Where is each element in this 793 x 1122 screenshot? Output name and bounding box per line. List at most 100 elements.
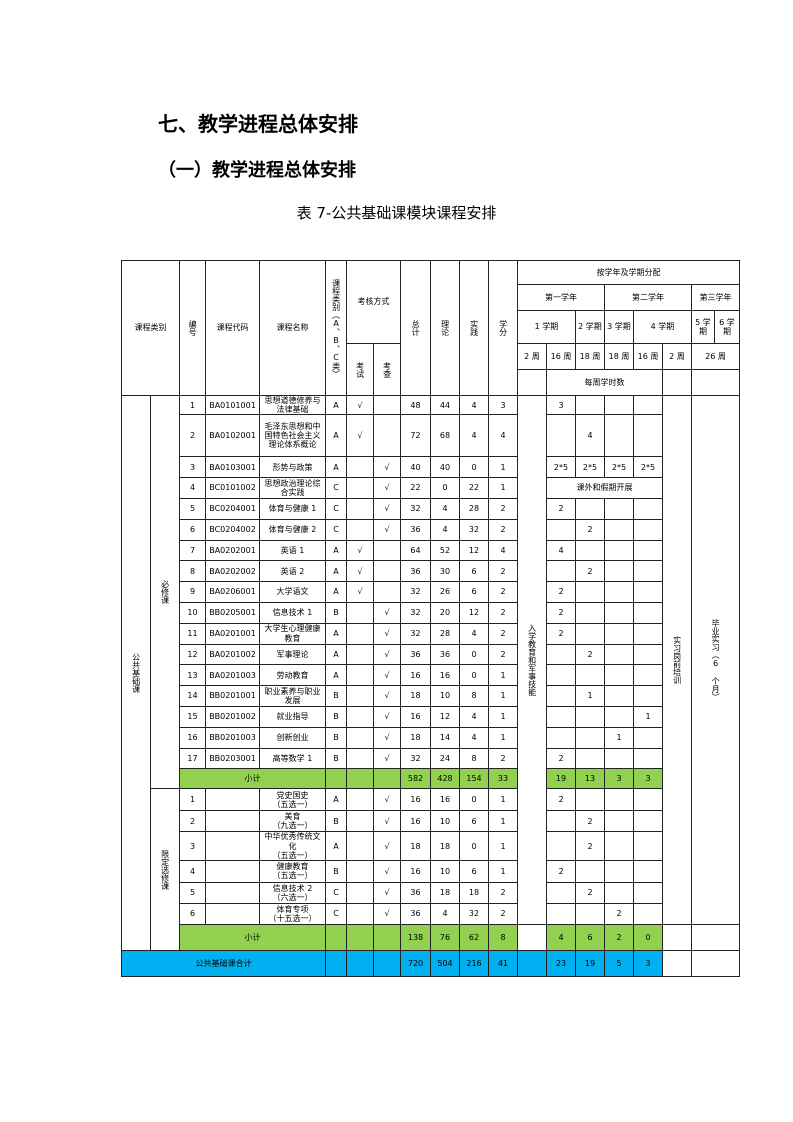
header-weeks: 2 周 [662, 343, 692, 370]
header-no: 编号 [179, 260, 206, 396]
course-credit: 2 [488, 881, 518, 904]
table-row: 3 中华优秀传统文化 （五选一） A √ 18 18 0 1 2 [122, 831, 740, 861]
header-weeks: 18 周 [575, 343, 605, 370]
weekly-hours [633, 643, 663, 666]
empty-cell [346, 949, 374, 977]
course-code [205, 810, 260, 833]
course-name: 毛泽东思想和中国特色社会主义理论体系概论 [259, 414, 326, 458]
course-practice: 0 [459, 664, 489, 687]
course-total: 32 [400, 497, 431, 520]
check-mark: √ [373, 664, 401, 687]
grand-total-label: 公共基础课合计 [121, 949, 326, 977]
course-type: A [325, 788, 347, 812]
course-total: 64 [400, 539, 431, 562]
course-theory: 14 [430, 726, 460, 749]
weekly-hours [575, 539, 605, 562]
header-weeks: 16 周 [633, 343, 663, 370]
course-no: 3 [179, 456, 206, 479]
course-no: 7 [179, 539, 206, 562]
header-total: 总计 [400, 260, 431, 396]
course-theory: 26 [430, 581, 460, 603]
course-practice: 4 [459, 726, 489, 749]
empty-cell [517, 923, 547, 951]
weekly-hours [604, 705, 634, 728]
header-year1: 第一学年 [517, 284, 605, 311]
check-mark [373, 539, 401, 562]
course-theory: 40 [430, 456, 460, 479]
course-total: 36 [400, 560, 431, 583]
course-type: A [325, 622, 347, 645]
weekly-hours [604, 810, 634, 833]
exam-mark: √ [346, 581, 374, 603]
table-row: 6 BC0204002 体育与健康 2 C √ 36 4 32 2 2 [122, 518, 740, 541]
weekly-hours [604, 601, 634, 624]
subtotal-weekly-hours: 4 [546, 923, 576, 951]
table-row: 17 BB0203001 高等数学 1 B √ 32 24 8 2 2 [122, 747, 740, 770]
table-row: 4 BC0101002 思想政治理论综合实践 C √ 22 0 22 1 课外和假期开展 [122, 477, 740, 499]
table-row: 公共基础课 必修课 1 BA0101001 思想道德修养与法律基础 A √ 48 44 4 3 入学教… [121, 394, 740, 951]
table-row: 公共基础课合计 720 504 216 41 23 19 5 3 [121, 949, 740, 977]
header-exam-text: 考试 [355, 361, 365, 378]
course-practice: 28 [459, 497, 489, 520]
course-credit: 2 [488, 518, 518, 541]
check-mark: √ [373, 902, 401, 925]
header-weeks: 2 周 [517, 343, 547, 370]
course-total: 72 [400, 414, 431, 458]
course-practice: 0 [459, 788, 489, 812]
table-row: 4 健康教育 （五选一） B √ 16 10 6 1 2 [122, 859, 740, 883]
empty-cell [662, 949, 692, 977]
course-code: BA0101001 [205, 394, 260, 416]
course-practice: 6 [459, 560, 489, 583]
weekly-hours: 2 [546, 859, 576, 883]
table-row: 12 BA0201002 军事理论 A √ 36 36 0 2 2 [122, 643, 740, 666]
course-total: 32 [400, 581, 431, 603]
table-row: 5 BC0204001 体育与健康 1 C √ 32 4 28 2 2 [122, 497, 740, 520]
course-code: BA0103001 [205, 456, 260, 479]
course-credit: 3 [488, 394, 518, 416]
subtotal-weekly-hours: 3 [633, 768, 663, 790]
empty-cell [346, 768, 374, 790]
weekly-hours [546, 414, 576, 458]
weekly-hours [546, 705, 576, 728]
header-category: 课程类别 [121, 260, 180, 396]
course-code: BB0201001 [205, 685, 260, 707]
weekly-hours [633, 622, 663, 645]
course-name: 中华优秀传统文化 （五选一） [259, 831, 326, 861]
weekly-hours [575, 859, 605, 883]
table-row: 15 BB0201002 就业指导 B √ 16 12 4 1 1 [122, 705, 740, 728]
course-name: 高等数学 1 [259, 747, 326, 770]
header-sem3: 3 学期 [604, 310, 634, 344]
course-code [205, 788, 260, 812]
course-theory: 4 [430, 518, 460, 541]
section-heading: 七、教学进程总体安排 [158, 112, 358, 136]
weekly-hours [604, 788, 634, 812]
header-type: 课程类别（A、B、C类） [325, 260, 347, 396]
course-no: 10 [179, 601, 206, 624]
graduation-internship-cell: 毕业实习（6 个月） [691, 395, 740, 925]
weekly-hours [604, 539, 634, 562]
check-mark: √ [373, 685, 401, 707]
course-credit: 1 [488, 477, 518, 499]
check-mark: √ [373, 643, 401, 666]
course-practice: 6 [459, 581, 489, 603]
weekly-hours [575, 788, 605, 812]
weekly-hours [604, 518, 634, 541]
subtotal-credit: 8 [488, 923, 518, 951]
course-total: 16 [400, 859, 431, 883]
check-mark: √ [373, 601, 401, 624]
weekly-hours: 4 [546, 539, 576, 562]
check-mark: √ [373, 726, 401, 749]
course-practice: 6 [459, 859, 489, 883]
exam-mark: √ [346, 394, 374, 416]
course-name: 思想政治理论综合实践 [259, 477, 326, 499]
header-type-text: 课程类别（A、B、C类） [331, 278, 341, 378]
course-no: 1 [179, 394, 206, 416]
exam-mark [346, 456, 374, 479]
empty-cell [691, 369, 740, 396]
empty-cell [346, 923, 374, 951]
course-no: 6 [179, 902, 206, 925]
course-total: 16 [400, 810, 431, 833]
exam-mark [346, 643, 374, 666]
header-credit: 学分 [488, 260, 518, 396]
weekly-hours [575, 497, 605, 520]
